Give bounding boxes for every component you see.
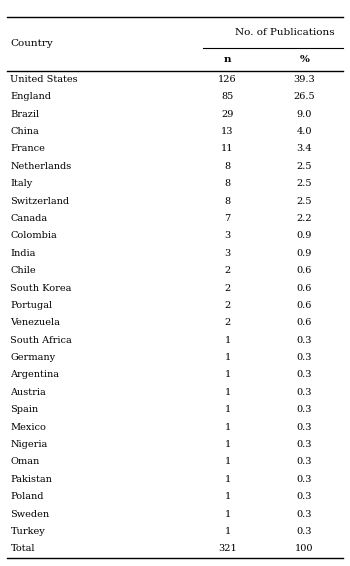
Text: Country: Country	[10, 40, 53, 48]
Text: 1: 1	[224, 353, 231, 362]
Text: 1: 1	[224, 440, 231, 449]
Text: Italy: Italy	[10, 179, 33, 188]
Text: 2.2: 2.2	[297, 214, 312, 223]
Text: 3.4: 3.4	[297, 144, 312, 153]
Text: Oman: Oman	[10, 457, 40, 466]
Text: India: India	[10, 249, 36, 258]
Text: Canada: Canada	[10, 214, 48, 223]
Text: 85: 85	[221, 92, 234, 101]
Text: South Korea: South Korea	[10, 284, 72, 293]
Text: 0.6: 0.6	[297, 284, 312, 293]
Text: Venezuela: Venezuela	[10, 318, 60, 327]
Text: Sweden: Sweden	[10, 509, 50, 518]
Text: 0.3: 0.3	[297, 336, 312, 345]
Text: Netherlands: Netherlands	[10, 162, 72, 171]
Text: France: France	[10, 144, 46, 153]
Text: 3: 3	[224, 249, 231, 258]
Text: Nigeria: Nigeria	[10, 440, 48, 449]
Text: 26.5: 26.5	[294, 92, 315, 101]
Text: 2: 2	[224, 301, 231, 310]
Text: 1: 1	[224, 405, 231, 414]
Text: 0.3: 0.3	[297, 405, 312, 414]
Text: 321: 321	[218, 544, 237, 554]
Text: Austria: Austria	[10, 388, 46, 397]
Text: 39.3: 39.3	[294, 75, 315, 84]
Text: 8: 8	[224, 196, 231, 205]
Text: Argentina: Argentina	[10, 371, 60, 379]
Text: Portugal: Portugal	[10, 301, 52, 310]
Text: 2: 2	[224, 318, 231, 327]
Text: 1: 1	[224, 475, 231, 484]
Text: 29: 29	[221, 110, 234, 119]
Text: 0.3: 0.3	[297, 353, 312, 362]
Text: Colombia: Colombia	[10, 231, 57, 241]
Text: England: England	[10, 92, 51, 101]
Text: 1: 1	[224, 509, 231, 518]
Text: China: China	[10, 127, 39, 136]
Text: 8: 8	[224, 179, 231, 188]
Text: 2.5: 2.5	[297, 179, 312, 188]
Text: 0.3: 0.3	[297, 527, 312, 536]
Text: 2: 2	[224, 284, 231, 293]
Text: 0.9: 0.9	[297, 249, 312, 258]
Text: 0.3: 0.3	[297, 509, 312, 518]
Text: 2: 2	[224, 266, 231, 275]
Text: Switzerland: Switzerland	[10, 196, 70, 205]
Text: 126: 126	[218, 75, 237, 84]
Text: No. of Publications: No. of Publications	[236, 28, 335, 37]
Text: Spain: Spain	[10, 405, 38, 414]
Text: 3: 3	[224, 231, 231, 241]
Text: 0.6: 0.6	[297, 318, 312, 327]
Text: 0.3: 0.3	[297, 457, 312, 466]
Text: 8: 8	[224, 162, 231, 171]
Text: 0.3: 0.3	[297, 371, 312, 379]
Text: 1: 1	[224, 492, 231, 501]
Text: Germany: Germany	[10, 353, 56, 362]
Text: Turkey: Turkey	[10, 527, 45, 536]
Text: 0.3: 0.3	[297, 388, 312, 397]
Text: 0.3: 0.3	[297, 492, 312, 501]
Text: 1: 1	[224, 371, 231, 379]
Text: Brazil: Brazil	[10, 110, 40, 119]
Text: 1: 1	[224, 336, 231, 345]
Text: 2.5: 2.5	[297, 196, 312, 205]
Text: Chile: Chile	[10, 266, 36, 275]
Text: 0.9: 0.9	[297, 231, 312, 241]
Text: Mexico: Mexico	[10, 423, 46, 432]
Text: 1: 1	[224, 457, 231, 466]
Text: 2.5: 2.5	[297, 162, 312, 171]
Text: 1: 1	[224, 388, 231, 397]
Text: 9.0: 9.0	[297, 110, 312, 119]
Text: United States: United States	[10, 75, 78, 84]
Text: 0.3: 0.3	[297, 423, 312, 432]
Text: Poland: Poland	[10, 492, 44, 501]
Text: 1: 1	[224, 423, 231, 432]
Text: 1: 1	[224, 527, 231, 536]
Text: Total: Total	[10, 544, 35, 554]
Text: 0.6: 0.6	[297, 301, 312, 310]
Text: %: %	[300, 55, 309, 64]
Text: Pakistan: Pakistan	[10, 475, 52, 484]
Text: 0.3: 0.3	[297, 475, 312, 484]
Text: 100: 100	[295, 544, 314, 554]
Text: South Africa: South Africa	[10, 336, 72, 345]
Text: n: n	[224, 55, 231, 64]
Text: 11: 11	[221, 144, 234, 153]
Text: 4.0: 4.0	[297, 127, 312, 136]
Text: 13: 13	[221, 127, 234, 136]
Text: 0.6: 0.6	[297, 266, 312, 275]
Text: 7: 7	[224, 214, 231, 223]
Text: 0.3: 0.3	[297, 440, 312, 449]
